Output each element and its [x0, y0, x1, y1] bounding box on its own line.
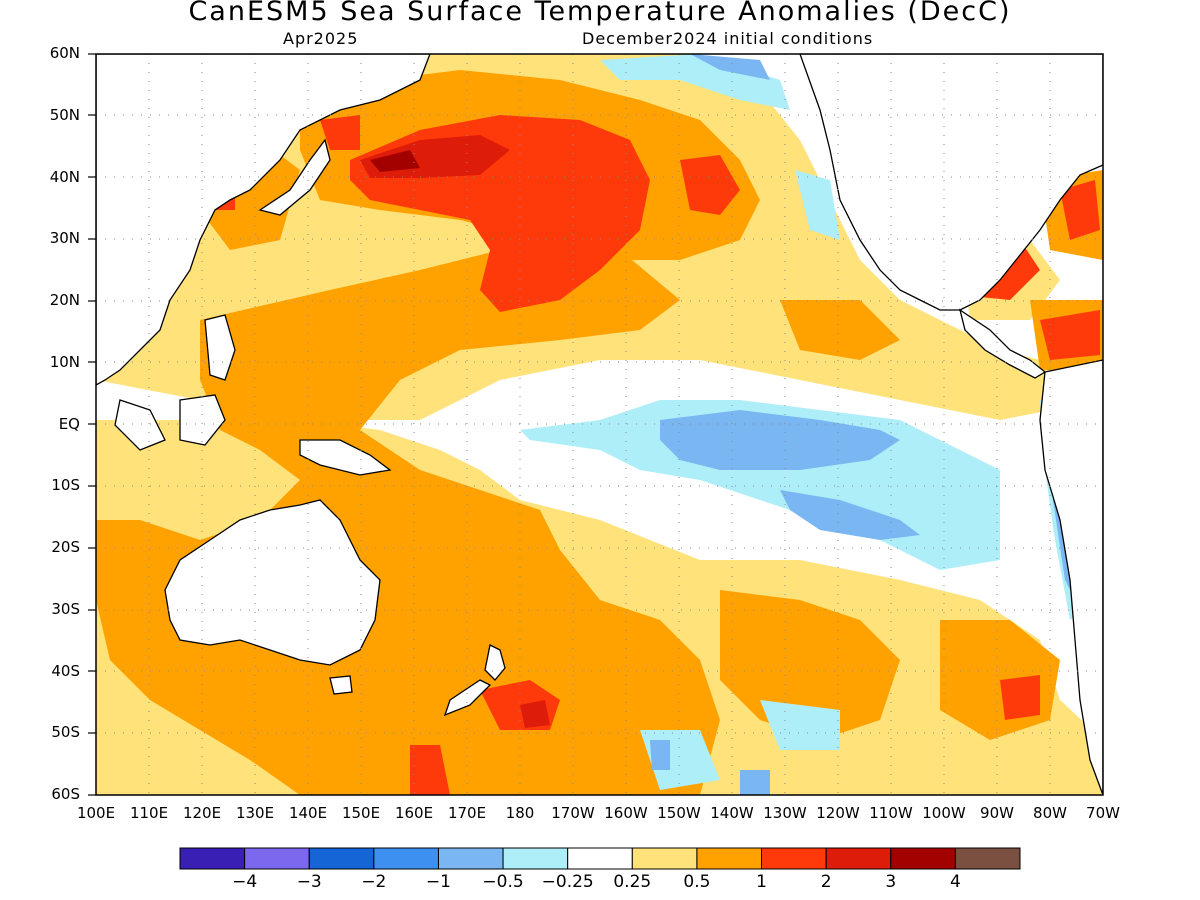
lat-label: 30S — [51, 599, 80, 618]
tasmania — [329, 675, 353, 695]
colorbar-swatch — [244, 847, 310, 870]
colorbar-label: −2 — [361, 872, 387, 892]
lon-label: 110W — [869, 804, 913, 822]
lat-label: 50N — [49, 105, 80, 124]
lon-label: 130W — [763, 804, 807, 822]
lat-label: 10S — [51, 476, 80, 495]
lon-label: 70W — [1086, 804, 1120, 822]
lat-label: 20S — [51, 538, 80, 556]
australia — [164, 499, 381, 666]
lat-label: EQ — [58, 414, 80, 433]
colorbar-label: −1 — [425, 872, 451, 892]
new-guinea — [299, 439, 392, 476]
colorbar-swatch — [373, 847, 439, 870]
colorbar-swatch — [761, 847, 827, 870]
colorbar-label: 1 — [756, 872, 767, 892]
lon-label: 120W — [816, 804, 860, 822]
lon-label: 110E — [129, 804, 169, 822]
lon-label: 180 — [505, 804, 535, 822]
colorbar-label: 2 — [820, 872, 832, 892]
lon-label: 100E — [76, 804, 116, 822]
forecast-month: Apr2025 — [283, 29, 359, 48]
colorbar-swatch — [179, 847, 246, 870]
colorbar-swatch — [567, 847, 633, 870]
lon-label: 80W — [1033, 804, 1067, 822]
colorbar-label: −0.25 — [541, 872, 594, 892]
colorbar-label: −0.5 — [482, 872, 524, 892]
lat-label: 50S — [51, 723, 80, 742]
colorbar-label: 0.25 — [613, 872, 652, 892]
colorbar-label: 3 — [885, 872, 897, 892]
lon-label: 160E — [394, 804, 434, 822]
colorbar-swatch — [308, 847, 375, 870]
map-title: CanESM5 Sea Surface Temperature Anomalie… — [188, 0, 1012, 27]
colorbar-swatch — [696, 847, 763, 870]
lon-label: 130E — [235, 804, 275, 822]
philippines — [204, 314, 236, 381]
initial-conditions: December2024 initial conditions — [582, 29, 874, 48]
lon-label: 140E — [288, 804, 328, 822]
asia-mainland — [96, 54, 431, 386]
new-zealand-south — [443, 679, 492, 717]
colorbar-swatch — [631, 847, 698, 870]
colorbar-label: −3 — [296, 872, 322, 892]
lon-label: 120E — [182, 804, 222, 822]
lon-label: 170E — [447, 804, 487, 822]
lon-label: 150W — [657, 804, 701, 822]
colorbar-swatch — [825, 847, 892, 870]
lon-label: 160W — [604, 804, 648, 822]
lat-label: 60N — [49, 44, 80, 62]
borneo — [179, 394, 226, 446]
colorbar-label: 0.5 — [683, 872, 711, 892]
colorbar-swatch — [437, 847, 504, 870]
land-outlines — [96, 54, 1103, 795]
lon-label: 150E — [341, 804, 381, 822]
lon-label: 140W — [710, 804, 754, 822]
lat-label: 10N — [49, 352, 80, 371]
lat-label: 20N — [49, 291, 80, 309]
lon-label: 170W — [551, 804, 595, 822]
colorbar-swatch — [954, 847, 1021, 870]
anomaly-fill-3 — [370, 150, 420, 172]
lat-label: 40S — [51, 661, 80, 680]
central-america — [958, 308, 1047, 379]
colorbar-label: −4 — [232, 872, 258, 892]
lon-label: 100W — [922, 804, 966, 822]
japan — [258, 138, 331, 216]
colorbar-swatch — [502, 847, 569, 870]
lon-label: 90W — [980, 804, 1014, 822]
new-zealand-north — [484, 644, 506, 681]
anomaly-fill-0.5 — [96, 70, 1103, 795]
lat-label: 40N — [49, 167, 80, 186]
colorbar-label: 4 — [949, 872, 961, 892]
south-america — [1039, 359, 1103, 795]
lat-label: 30N — [49, 229, 80, 248]
axis-ticks — [88, 53, 96, 796]
sumatra — [114, 399, 166, 451]
colorbar-swatch — [890, 847, 956, 870]
lat-label: 60S — [51, 785, 80, 803]
